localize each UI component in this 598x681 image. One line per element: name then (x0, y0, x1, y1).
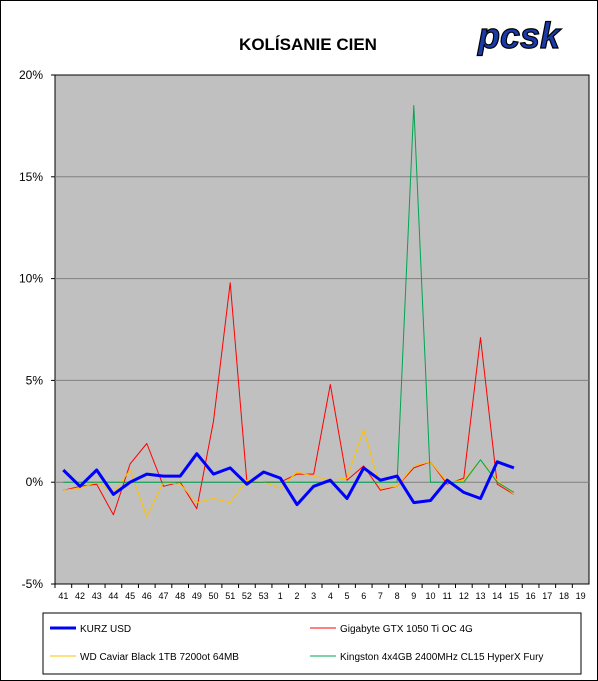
legend-box (42, 612, 582, 675)
x-tick-label: 6 (361, 591, 366, 601)
x-tick-label: 4 (328, 591, 333, 601)
x-tick-label: 18 (559, 591, 569, 601)
y-tick-label: 15% (19, 170, 43, 184)
series-line-3 (63, 428, 515, 518)
x-tick-label: 48 (175, 591, 185, 601)
x-tick-label: 50 (209, 591, 219, 601)
legend-label: Gigabyte GTX 1050 Ti OC 4G (340, 624, 473, 635)
x-tick-label: 1 (278, 591, 283, 601)
x-tick-label: 5 (345, 591, 350, 601)
legend: KURZ USD Gigabyte GTX 1050 Ti OC 4G WD Cav… (50, 624, 543, 663)
x-tick-label: 3 (311, 591, 316, 601)
series-line-1 (62, 452, 515, 507)
x-tick-label: 49 (192, 591, 202, 601)
x-tick-label: 16 (526, 591, 536, 601)
x-tick-label: 13 (476, 591, 486, 601)
x-tick-label: 12 (459, 591, 469, 601)
logo-wordmark: pcsk (477, 15, 562, 56)
legend-label: WD Caviar Black 1TB 7200ot 64MB (80, 652, 239, 663)
x-tick-label: 9 (411, 591, 416, 601)
y-tick-label: 10% (19, 272, 43, 286)
x-tick-label: 53 (259, 591, 269, 601)
y-tick-label: 20% (19, 68, 43, 82)
legend-label: Kingston 4x4GB 2400MHz CL15 HyperX Fury (340, 652, 543, 663)
series-lines (62, 105, 515, 518)
plot-area (54, 74, 590, 585)
x-tick-label: 44 (108, 591, 118, 601)
y-tick-label: 5% (26, 373, 44, 387)
x-tick-label: 2 (294, 591, 299, 601)
x-tick-label: 19 (576, 591, 586, 601)
x-tick-label: 42 (75, 591, 85, 601)
x-tick-label: 46 (142, 591, 152, 601)
x-tick-label: 45 (125, 591, 135, 601)
x-tick-label: 17 (542, 591, 552, 601)
x-tick-label: 7 (378, 591, 383, 601)
x-tick-label: 10 (425, 591, 435, 601)
x-tick-label: 47 (158, 591, 168, 601)
x-tick-label: 8 (395, 591, 400, 601)
x-tick-label: 43 (92, 591, 102, 601)
x-tick-label: 14 (492, 591, 502, 601)
series-line-4 (63, 105, 515, 493)
x-tick-label: 15 (509, 591, 519, 601)
x-tick-label: 51 (225, 591, 235, 601)
y-tick-label: -5% (22, 577, 44, 591)
legend-label: KURZ USD (80, 624, 131, 635)
chart-title: KOLÍSANIE CIEN (239, 35, 377, 54)
x-tick-label: 52 (242, 591, 252, 601)
x-tick-label: 11 (442, 591, 451, 601)
y-axis-ticks: -5% 0% 5% 10% 15% 20% (19, 68, 55, 591)
series-line-2 (63, 282, 515, 516)
pcsk-logo: pcsk (476, 14, 562, 56)
x-axis-ticks: 41 42 43 44 45 46 47 48 49 50 51 52 53 1 2 3 4 5 6 7 8 9 10 11 1… (54, 584, 586, 601)
y-tick-label: 0% (26, 475, 44, 489)
x-tick-label: 41 (58, 591, 68, 601)
